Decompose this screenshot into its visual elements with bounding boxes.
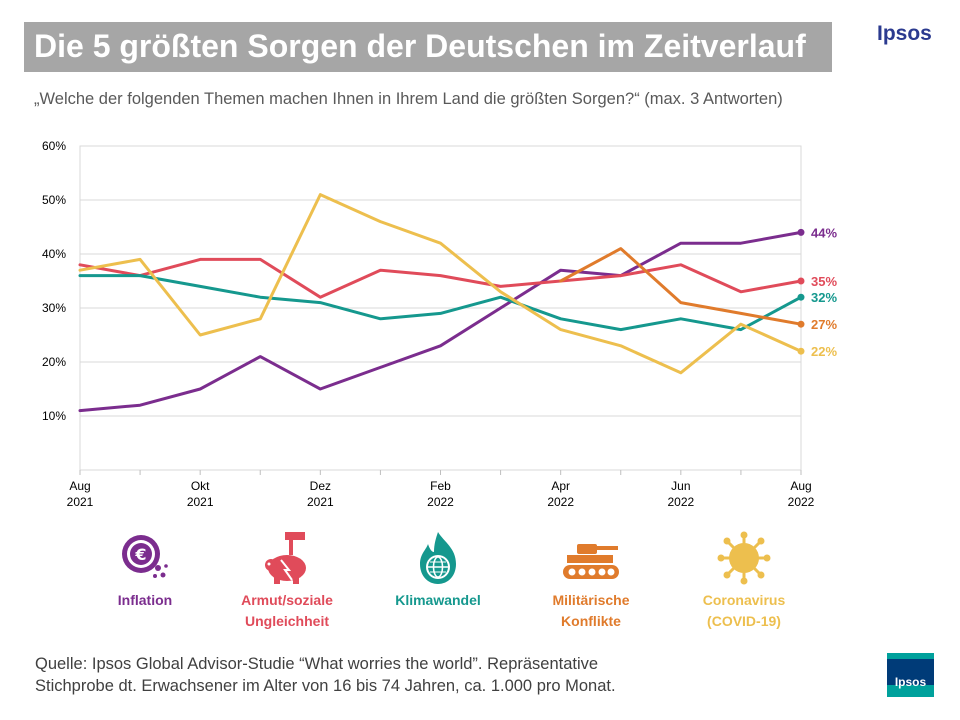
euro-coin-icon: € [122, 535, 168, 578]
series-endpoint-armut-soziale-ungleichheit [797, 277, 805, 285]
data-label-inflation: 44% [811, 225, 837, 240]
legend-label-line1: Klimawandel [395, 592, 481, 608]
legend-label-line1: Militärische [552, 592, 630, 608]
series-line-armut-soziale-ungleichheit [78, 257, 803, 299]
x-tick-label: Okt [191, 479, 210, 493]
x-tick-label: Aug [790, 479, 811, 493]
legend-label-line1: Coronavirus [702, 592, 786, 608]
chart-subtitle: „Welche der folgenden Themen machen Ihne… [34, 90, 783, 108]
y-tick-label: 50% [42, 193, 66, 207]
burning-globe-icon [420, 532, 456, 584]
y-tick-label: 60% [42, 139, 66, 153]
x-tick-label: 2022 [427, 495, 454, 509]
y-tick-label: 20% [42, 355, 66, 369]
legend-item-konflikte: Militärische Konflikte [516, 530, 666, 632]
data-label-milit-rische-konflikte: 27% [811, 317, 837, 332]
legend-item-klimawandel: Klimawandel [363, 530, 513, 611]
series-line-inflation [78, 230, 803, 413]
x-tick-label: Apr [551, 479, 570, 493]
legend-label-line1: Armut/soziale [241, 592, 333, 608]
logo-text: Ipsos [894, 675, 927, 689]
brand-logo-text: Ipsos [877, 22, 932, 45]
source-note: Quelle: Ipsos Global Advisor-Studie “Wha… [35, 653, 616, 697]
tank-icon [563, 544, 619, 579]
legend-label-line2: Konflikte [561, 613, 621, 629]
x-tick-label: Dez [310, 479, 331, 493]
legend-label-line2: (COVID-19) [707, 613, 781, 629]
source-line-2: Stichprobe dt. Erwachsener im Alter von … [35, 677, 616, 695]
x-tick-label: 2022 [788, 495, 815, 509]
data-label-coronavirus-covid-19: 22% [811, 344, 837, 359]
legend-item-armut: Armut/soziale Ungleichheit [212, 530, 362, 632]
series-line-coronavirus-covid-19 [78, 193, 803, 375]
page-title: Die 5 größten Sorgen der Deutschen im Ze… [34, 28, 806, 64]
piggy-bank-hammer-icon [265, 532, 306, 584]
series-endpoint-coronavirus-covid-19 [797, 347, 805, 355]
ipsos-logo: Ipsos [887, 653, 934, 697]
x-tick-label: Jun [671, 479, 690, 493]
legend-label-line2: Ungleichheit [244, 613, 329, 629]
series-endpoint-inflation [797, 228, 805, 236]
y-tick-label: 40% [42, 247, 66, 261]
y-tick-label: 30% [42, 301, 66, 315]
line-chart: 10% 20% 30% 40% 50% 60% Aug 2021 Okt 2021 Dez 2021 F… [42, 139, 837, 509]
x-tick-label: Aug [69, 479, 90, 493]
source-line-1: Quelle: Ipsos Global Advisor-Studie “Wha… [35, 655, 599, 673]
data-label-armut-soziale-ungleichheit: 35% [811, 274, 837, 289]
series-line-klimawandel [78, 274, 803, 332]
x-tick-label: 2021 [67, 495, 94, 509]
title-bar: Die 5 größten Sorgen der Deutschen im Ze… [24, 22, 832, 72]
data-label-klimawandel: 32% [811, 290, 837, 305]
legend-item-coronavirus: Coronavirus (COVID-19) [669, 530, 819, 632]
x-tick-label: 2022 [667, 495, 694, 509]
svg-text:€: € [134, 545, 146, 564]
series-endpoint-klimawandel [797, 293, 805, 301]
x-tick-label: 2021 [307, 495, 334, 509]
series-line-milit-rische-konflikte [559, 247, 803, 326]
x-tick-label: Feb [430, 479, 451, 493]
y-tick-label: 10% [42, 409, 66, 423]
virus-icon [717, 531, 771, 585]
legend-item-inflation: € Inflation [70, 530, 220, 611]
x-tick-label: 2021 [187, 495, 214, 509]
series-endpoint-milit-rische-konflikte [797, 320, 805, 328]
x-tick-label: 2022 [547, 495, 574, 509]
legend-label-line1: Inflation [117, 592, 173, 608]
